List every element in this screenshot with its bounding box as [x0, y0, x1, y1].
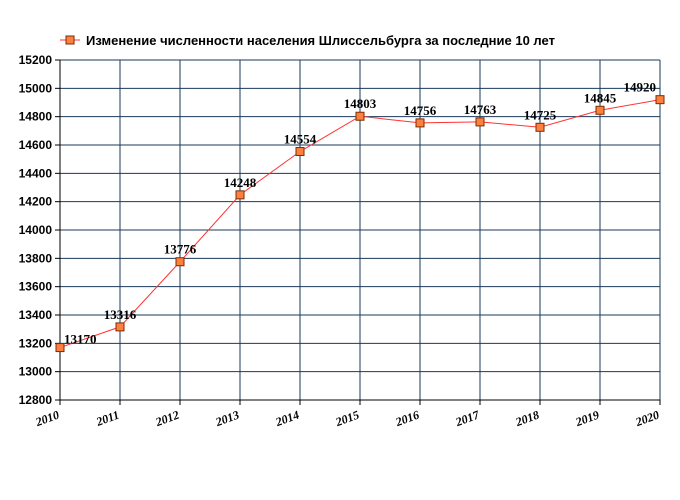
data-point — [115, 322, 125, 332]
data-point — [355, 111, 365, 121]
y-tick-label: 14800 — [19, 110, 53, 124]
x-tick-label: 2018 — [513, 408, 541, 430]
data-label: 14756 — [404, 103, 437, 118]
data-point — [655, 95, 665, 105]
data-point — [295, 147, 305, 157]
data-point — [235, 190, 245, 200]
data-point — [595, 105, 605, 115]
y-axis-ticks: 12800 13000 13200 13400 13600 13800 14000 14200… — [19, 53, 53, 407]
legend-marker-swatch — [65, 35, 75, 45]
x-axis-ticks: 2010 2011 2012 2013 2014 2015 2016 2017 2018 2019… — [33, 407, 661, 429]
y-tick-label: 12800 — [19, 393, 53, 407]
x-tick-label: 2011 — [93, 408, 121, 429]
legend-label: Изменение численности населения Шлиссель… — [86, 33, 555, 48]
data-label: 14554 — [284, 132, 317, 147]
y-tick-label: 13800 — [19, 251, 53, 265]
data-label: 14920 — [624, 80, 657, 95]
x-tick-label: 2020 — [633, 408, 661, 430]
data-label: 14763 — [464, 102, 497, 117]
x-tick-label: 2019 — [573, 408, 601, 430]
x-tick-label: 2016 — [393, 408, 421, 430]
y-tick-label: 13000 — [19, 365, 53, 379]
data-point — [535, 122, 545, 132]
legend: Изменение численности населения Шлиссель… — [60, 33, 555, 48]
data-labels: 13170 13316 13776 14248 14554 14803 14756 14763… — [64, 80, 656, 347]
y-tick-label: 14200 — [19, 195, 53, 209]
y-tick-label: 15000 — [19, 81, 53, 95]
y-tick-label: 13200 — [19, 336, 53, 350]
data-point — [55, 343, 65, 353]
data-label: 13316 — [104, 307, 137, 322]
x-tick-label: 2010 — [33, 408, 61, 430]
x-tick-label: 2013 — [213, 408, 241, 430]
x-tick-label: 2015 — [333, 408, 361, 430]
data-label: 13776 — [164, 242, 197, 257]
data-point — [415, 118, 425, 128]
series — [55, 95, 665, 353]
data-label: 14725 — [524, 107, 557, 122]
data-point — [175, 257, 185, 267]
y-tick-label: 14400 — [19, 166, 53, 180]
y-tick-label: 15200 — [19, 53, 53, 67]
x-tick-label: 2012 — [153, 408, 181, 430]
y-tick-label: 14000 — [19, 223, 53, 237]
y-tick-label: 13400 — [19, 308, 53, 322]
y-tick-label: 13600 — [19, 280, 53, 294]
data-label: 13170 — [64, 332, 97, 347]
data-label: 14803 — [344, 96, 377, 111]
x-tick-label: 2017 — [453, 407, 482, 429]
data-label: 14845 — [584, 90, 617, 105]
data-label: 14248 — [224, 175, 257, 190]
grid — [59, 59, 661, 401]
data-point — [475, 117, 485, 127]
x-tick-label: 2014 — [273, 408, 301, 430]
y-tick-label: 14600 — [19, 138, 53, 152]
